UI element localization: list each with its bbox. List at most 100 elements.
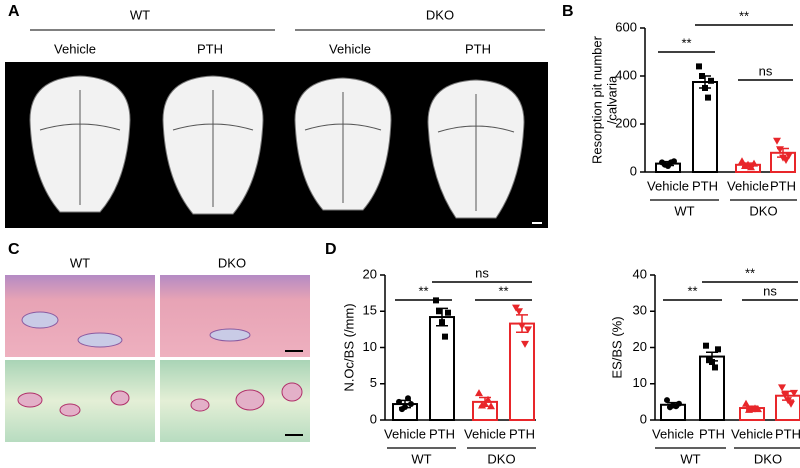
data-point <box>712 364 718 371</box>
data-point <box>708 77 714 84</box>
x-tick-label: PTH <box>770 178 796 193</box>
data-point <box>702 85 708 91</box>
data-point <box>699 73 705 79</box>
significance-label: ns <box>475 265 489 280</box>
data-point <box>742 399 750 407</box>
data-point <box>776 146 784 154</box>
y-tick-label: 600 <box>615 19 637 34</box>
data-point <box>442 333 448 340</box>
data-point <box>696 63 702 70</box>
y-tick-label: 200 <box>615 115 637 130</box>
y-tick-label: 5 <box>370 375 377 390</box>
x-tick-label: Vehicle <box>464 426 506 441</box>
y-tick-label: 15 <box>363 303 377 318</box>
data-point <box>518 322 526 330</box>
histology-image <box>160 275 310 357</box>
data-point <box>784 397 792 405</box>
data-point <box>754 405 762 413</box>
condition-label: Vehicle <box>54 41 96 56</box>
y-tick-label: 10 <box>363 339 377 354</box>
data-point <box>512 304 520 312</box>
data-point <box>705 94 711 101</box>
x-tick-label: Vehicle <box>731 426 773 441</box>
x-tick-label: PTH <box>509 426 535 441</box>
data-point <box>778 384 786 392</box>
data-point <box>408 401 414 408</box>
significance-label: ns <box>763 283 777 298</box>
data-point <box>738 157 746 165</box>
data-point <box>715 346 721 353</box>
y-axis-title: N.Oc/BS (/mm) <box>341 303 356 391</box>
x-tick-label: Vehicle <box>384 426 426 441</box>
data-point <box>405 395 411 402</box>
data-point <box>487 402 495 410</box>
group-label: WT <box>680 451 700 466</box>
group-label: WT <box>411 451 431 466</box>
panel-label: C <box>8 241 20 258</box>
data-point <box>750 159 758 167</box>
trap-image <box>160 360 310 442</box>
data-point <box>747 163 755 171</box>
y-tick-label: 0 <box>370 411 377 426</box>
x-tick-label: PTH <box>775 426 800 441</box>
data-point <box>790 389 798 397</box>
panel-label: A <box>8 3 20 20</box>
y-tick-label: 10 <box>633 375 647 390</box>
data-point <box>781 391 789 399</box>
data-point <box>664 397 670 404</box>
data-point <box>402 403 408 410</box>
data-point <box>676 400 682 407</box>
y-tick-label: 20 <box>633 339 647 354</box>
y-axis-title: Resorption pit number <box>589 35 604 164</box>
significance-label: ** <box>745 265 755 280</box>
group-label: DKO <box>218 255 246 270</box>
data-point <box>484 395 492 403</box>
scale-bar <box>285 434 303 436</box>
data-point <box>785 152 793 160</box>
data-point <box>782 157 790 164</box>
group-label: DKO <box>754 451 782 466</box>
significance-label: ** <box>418 283 428 298</box>
x-tick-label: PTH <box>699 426 725 441</box>
y-tick-label: 40 <box>633 266 647 281</box>
group-label: WT <box>674 203 694 218</box>
data-point <box>773 137 781 145</box>
significance-label: ** <box>681 35 691 50</box>
y-tick-label: 0 <box>640 411 647 426</box>
data-point <box>671 158 677 165</box>
x-tick-label: PTH <box>692 178 718 193</box>
significance-label: ** <box>739 8 749 23</box>
group-label: WT <box>70 255 90 270</box>
data-point <box>475 389 483 397</box>
scale-bar <box>532 222 542 224</box>
data-point <box>396 398 402 405</box>
significance-label: ** <box>498 283 508 298</box>
group-label: DKO <box>426 7 454 22</box>
condition-label: PTH <box>197 41 223 56</box>
bar <box>509 322 535 422</box>
data-point <box>481 400 489 408</box>
condition-label: Vehicle <box>329 41 371 56</box>
tissue-detail <box>21 311 251 348</box>
osteoclast-detail <box>17 382 303 417</box>
data-point <box>524 326 532 334</box>
data-point <box>709 359 715 365</box>
panel-label: B <box>562 3 574 20</box>
x-tick-label: PTH <box>429 426 455 441</box>
y-axis-title: ES/BS (%) <box>609 316 624 378</box>
scale-bar <box>285 350 303 352</box>
data-point <box>515 308 523 316</box>
significance-label: ns <box>759 63 773 78</box>
panel-label: D <box>325 241 337 258</box>
x-tick-label: Vehicle <box>652 426 694 441</box>
x-tick-label: Vehicle <box>647 178 689 193</box>
data-point <box>436 308 442 315</box>
data-point <box>445 309 451 316</box>
skulls <box>29 75 525 219</box>
group-label: WT <box>130 7 150 22</box>
data-point <box>787 400 795 408</box>
significance-label: ** <box>687 283 697 298</box>
data-point <box>439 319 445 326</box>
data-point <box>703 342 709 349</box>
